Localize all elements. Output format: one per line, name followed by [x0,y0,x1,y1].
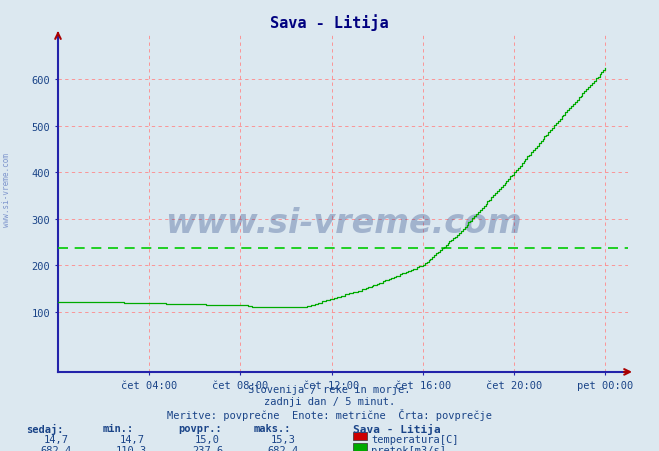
Text: sedaj:: sedaj: [26,423,64,434]
Text: www.si-vreme.com: www.si-vreme.com [165,207,521,240]
Text: www.si-vreme.com: www.si-vreme.com [2,152,11,226]
Text: pretok[m3/s]: pretok[m3/s] [371,445,446,451]
Text: 682,4: 682,4 [268,445,299,451]
Text: 682,4: 682,4 [40,445,72,451]
Text: 237,6: 237,6 [192,445,223,451]
Text: Meritve: povprečne  Enote: metrične  Črta: povprečje: Meritve: povprečne Enote: metrične Črta:… [167,408,492,420]
Text: Sava - Litija: Sava - Litija [270,14,389,31]
Text: maks.:: maks.: [254,423,291,433]
Text: 14,7: 14,7 [43,434,69,444]
Text: 14,7: 14,7 [119,434,144,444]
Text: temperatura[C]: temperatura[C] [371,434,459,444]
Text: 15,0: 15,0 [195,434,220,444]
Text: Sava - Litija: Sava - Litija [353,423,440,434]
Text: zadnji dan / 5 minut.: zadnji dan / 5 minut. [264,396,395,406]
Text: 15,3: 15,3 [271,434,296,444]
Text: Slovenija / reke in morje.: Slovenija / reke in morje. [248,384,411,394]
Text: min.:: min.: [102,423,133,433]
Text: 110,3: 110,3 [116,445,148,451]
Text: povpr.:: povpr.: [178,423,221,433]
